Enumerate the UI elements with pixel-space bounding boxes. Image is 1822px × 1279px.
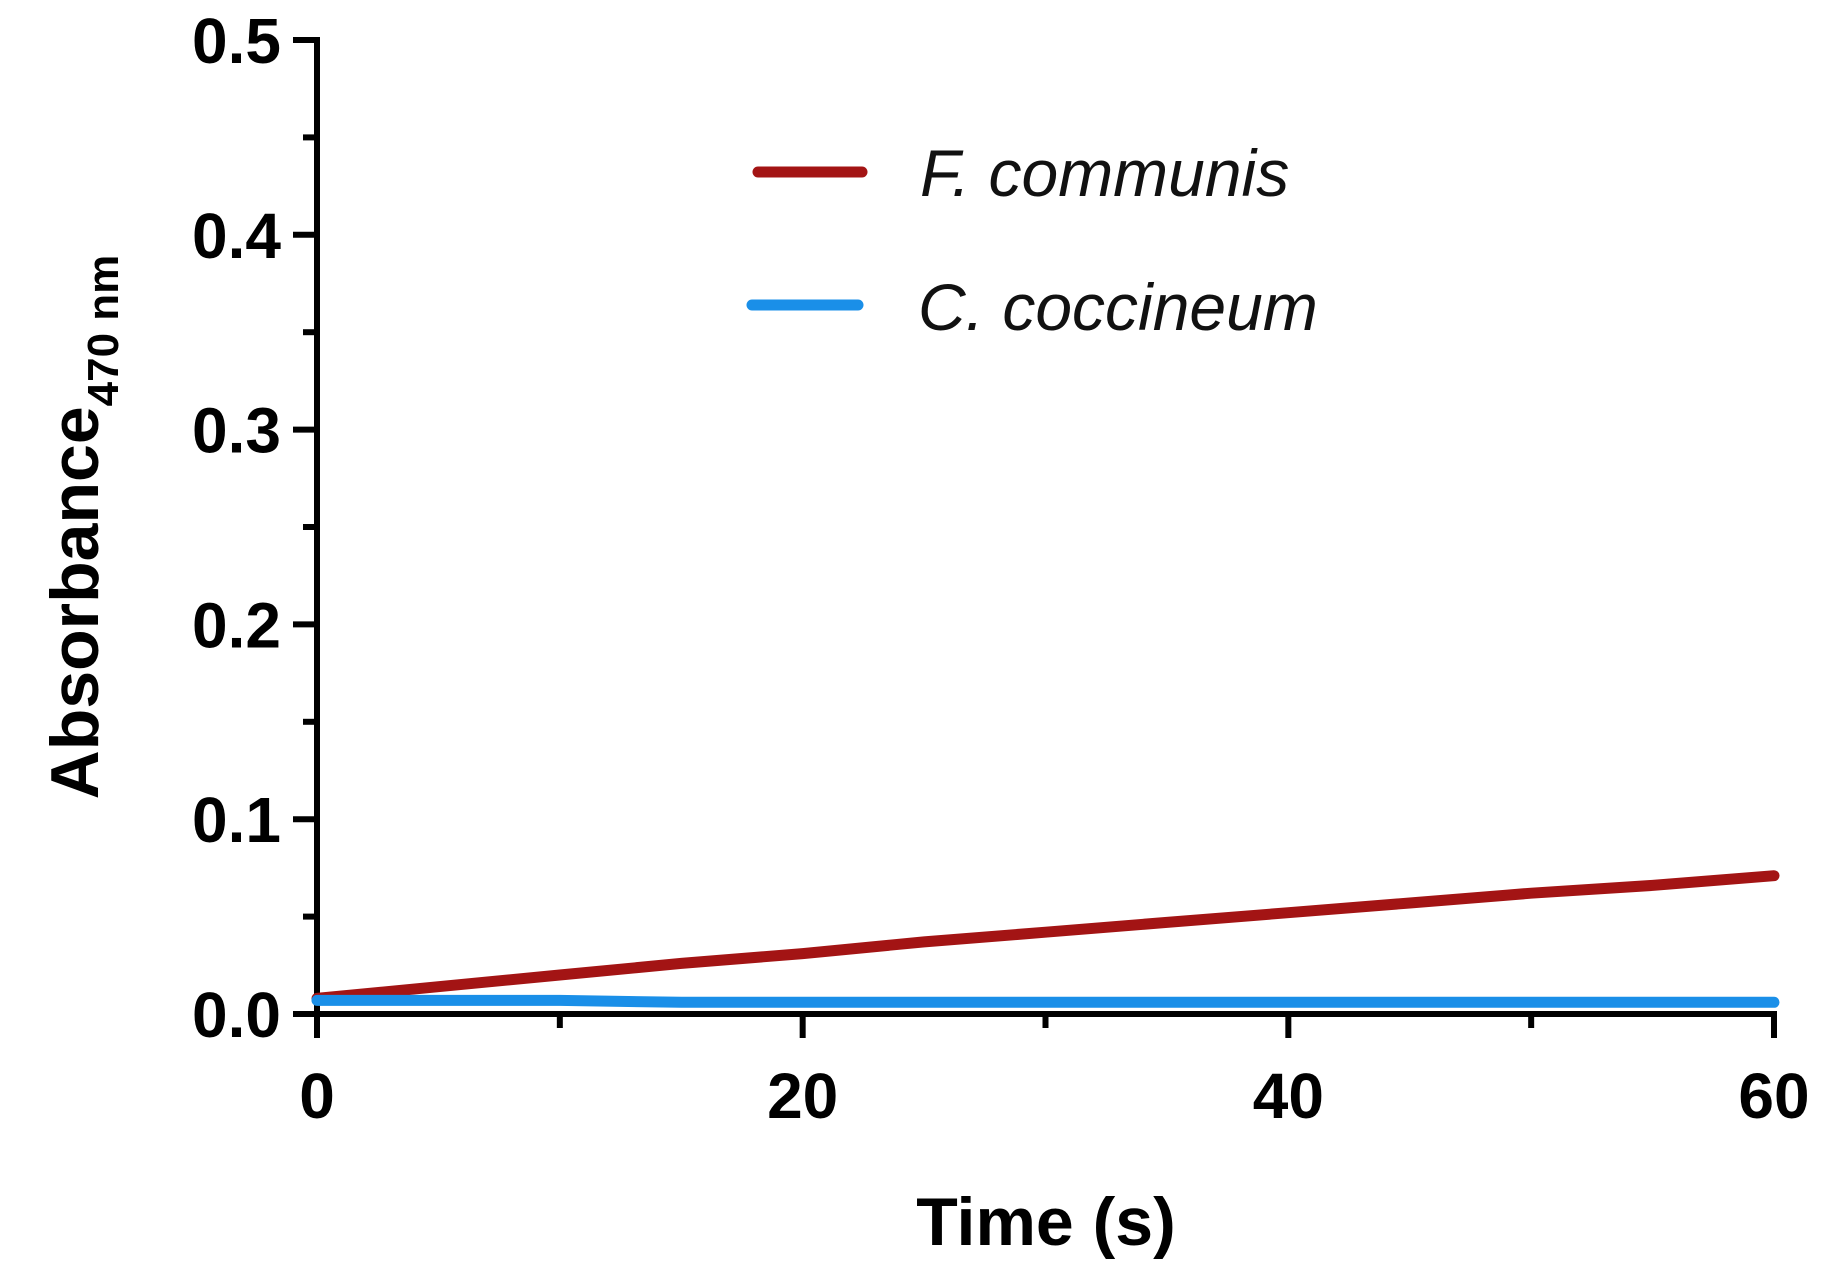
y-tick-label: 0.5 [192, 5, 281, 77]
y-axis-title: Absorbance470 nm [37, 255, 128, 800]
x-axis-title: Time (s) [916, 1184, 1175, 1260]
y-tick-label: 0.1 [192, 784, 281, 856]
x-ticks: 0 20 40 60 [299, 1014, 1810, 1132]
y-axis-title-subscript: 470 nm [79, 255, 128, 407]
x-tick-label: 0 [299, 1060, 335, 1132]
series-line-f-communis [311, 870, 1780, 1004]
legend: F. communis C. coccineum [746, 136, 1318, 344]
x-tick-label: 40 [1253, 1060, 1324, 1132]
y-ticks: 0.0 0.1 0.2 0.3 0.4 0.5 [192, 5, 317, 1051]
x-tick-label: 20 [767, 1060, 838, 1132]
y-axis-title-main: Absorbance [37, 406, 113, 799]
series-line-c-coccineum [311, 994, 1780, 1008]
y-tick-label: 0.0 [192, 979, 281, 1051]
x-tick-label: 60 [1738, 1060, 1809, 1132]
y-tick-label: 0.3 [192, 395, 281, 467]
y-tick-label: 0.2 [192, 589, 281, 661]
legend-label-f-communis: F. communis [920, 136, 1289, 210]
series-layer [311, 870, 1780, 1008]
legend-label-c-coccineum: C. coccineum [918, 270, 1318, 344]
y-tick-label: 0.4 [192, 200, 281, 272]
